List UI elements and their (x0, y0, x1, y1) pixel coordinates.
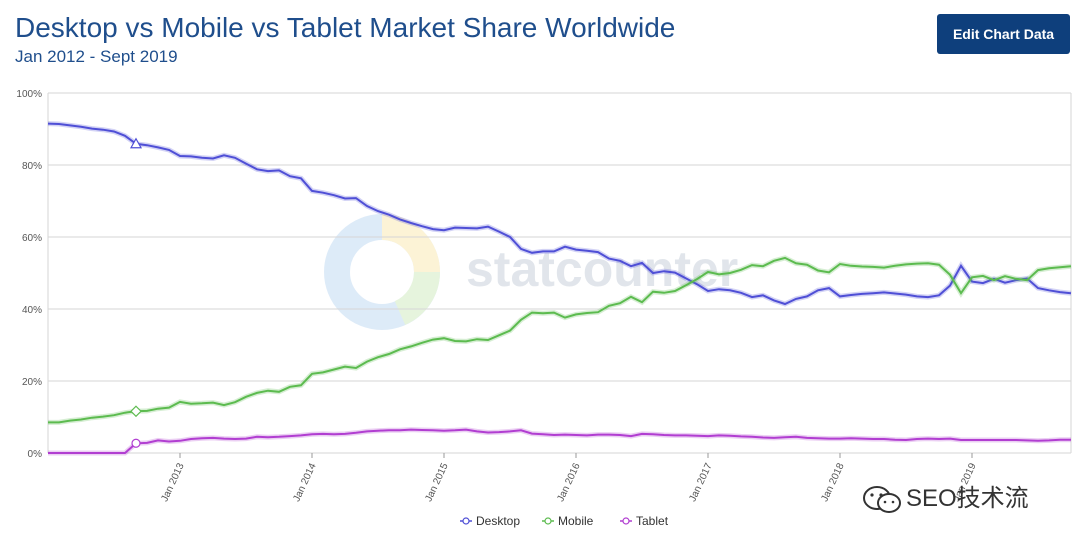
series-line-mobile (48, 256, 1072, 424)
series-markers (129, 137, 143, 448)
legend-label-tablet: Tablet (636, 514, 669, 528)
x-tick-label: Jan 2017 (687, 461, 715, 503)
legend-marker-desktop (462, 517, 470, 525)
edit-chart-data-button[interactable]: Edit Chart Data (937, 14, 1070, 54)
marker-desktop (129, 137, 143, 149)
gridlines (47, 92, 1072, 454)
wechat-icon (863, 485, 901, 513)
series-line-tablet (48, 428, 1071, 454)
marker-mobile (130, 405, 142, 418)
series-line-shadow-tablet (48, 427, 1071, 456)
x-axis-ticks: Jan 2013 Jan 2014 Jan 2015 Jan 2016 Jan 2017… (159, 453, 979, 504)
legend-item-desktop[interactable]: Desktop (460, 514, 520, 528)
y-tick-label: 60% (22, 233, 42, 244)
chart-subtitle: Jan 2012 - Sept 2019 (15, 47, 178, 66)
market-share-chart: statcounter 0%20%40%60%80%100% Jan 2013 J… (16, 89, 1072, 528)
x-tick-label: Jan 2018 (819, 461, 847, 503)
legend-item-tablet[interactable]: Tablet (620, 514, 669, 528)
y-tick-label: 20% (22, 377, 42, 388)
x-tick-label: Jan 2013 (159, 461, 187, 503)
legend-marker-tablet (622, 517, 630, 525)
wechat-watermark-text: SEO技术流 (906, 485, 1029, 512)
legend-label-mobile: Mobile (558, 514, 594, 528)
y-tick-label: 40% (22, 305, 42, 316)
series-lines (47, 121, 1072, 456)
chart-title: Desktop vs Mobile vs Tablet Market Share… (15, 12, 676, 43)
y-tick-label: 100% (16, 89, 42, 100)
legend-marker-mobile (544, 517, 552, 525)
marker-tablet (131, 438, 141, 448)
series-line-desktop (47, 122, 1072, 306)
x-tick-label: Jan 2016 (555, 461, 583, 503)
y-tick-label: 80% (22, 161, 42, 172)
legend-item-mobile[interactable]: Mobile (542, 514, 594, 528)
statcounter-watermark-text: statcounter (466, 241, 738, 297)
wechat-watermark: SEO技术流 (862, 478, 1029, 515)
x-tick-label: Jan 2015 (423, 461, 451, 503)
y-axis-ticks: 0% 20% 40% 60% 80% 100% (16, 89, 42, 460)
y-tick-label: 0% (28, 449, 43, 460)
chart-legend: Desktop Mobile Tablet (460, 514, 669, 528)
x-tick-label: Jan 2014 (291, 461, 319, 503)
legend-label-desktop: Desktop (476, 514, 520, 528)
statcounter-logo-watermark: statcounter (324, 214, 738, 330)
